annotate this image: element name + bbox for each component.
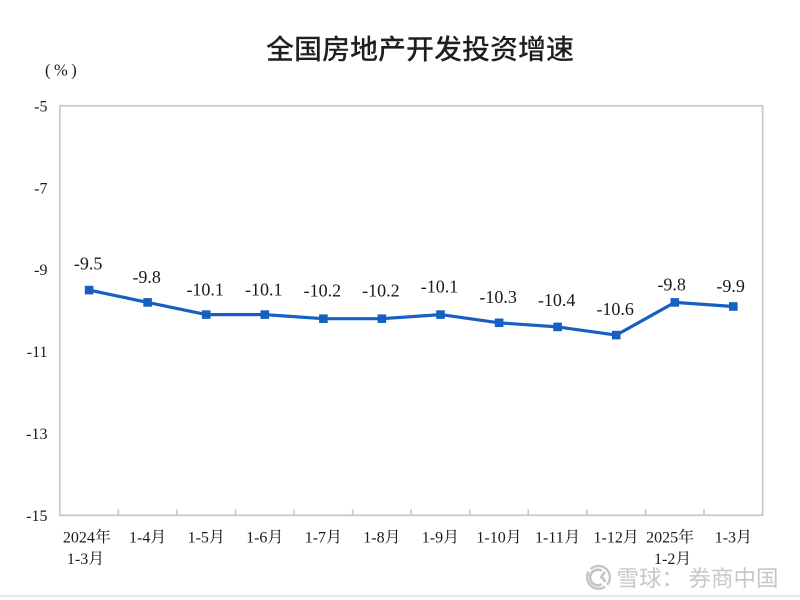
svg-text:(%): (%)	[45, 61, 80, 80]
svg-text:1-11: 1-11	[535, 529, 564, 546]
svg-text:-10.1: -10.1	[421, 277, 459, 297]
svg-text:-9.9: -9.9	[716, 276, 745, 296]
svg-text:1-3: 1-3	[715, 529, 736, 546]
svg-text:-10.2: -10.2	[362, 281, 400, 301]
svg-text:-10.4: -10.4	[538, 290, 576, 310]
svg-text:1-2: 1-2	[654, 551, 675, 568]
svg-text:-9.5: -9.5	[74, 254, 103, 274]
svg-text:-10.3: -10.3	[479, 287, 517, 307]
svg-text:-9: -9	[34, 262, 47, 279]
svg-text:-9.8: -9.8	[132, 267, 161, 287]
svg-text:1-10: 1-10	[476, 529, 505, 546]
svg-text:-10.6: -10.6	[596, 299, 634, 319]
svg-text:1-7: 1-7	[305, 529, 326, 546]
svg-text:2025: 2025	[646, 529, 678, 546]
svg-text:1-12: 1-12	[594, 529, 623, 546]
svg-text:2024: 2024	[63, 529, 95, 546]
svg-text:-10.1: -10.1	[245, 280, 283, 300]
svg-text:-5: -5	[34, 98, 47, 115]
svg-text:-10.1: -10.1	[186, 280, 224, 300]
svg-text:1-5: 1-5	[188, 529, 209, 546]
svg-text:1-4: 1-4	[129, 529, 150, 546]
svg-text:-11: -11	[27, 344, 48, 361]
svg-text:-7: -7	[34, 180, 47, 197]
svg-text:1-9: 1-9	[422, 529, 443, 546]
svg-text:-13: -13	[26, 426, 47, 443]
svg-text:1-8: 1-8	[363, 529, 384, 546]
svg-text:-15: -15	[26, 508, 47, 525]
svg-text:1-3: 1-3	[67, 551, 88, 568]
svg-text:-9.8: -9.8	[657, 275, 686, 295]
svg-text:-10.2: -10.2	[304, 281, 342, 301]
svg-text:1-6: 1-6	[246, 529, 267, 546]
